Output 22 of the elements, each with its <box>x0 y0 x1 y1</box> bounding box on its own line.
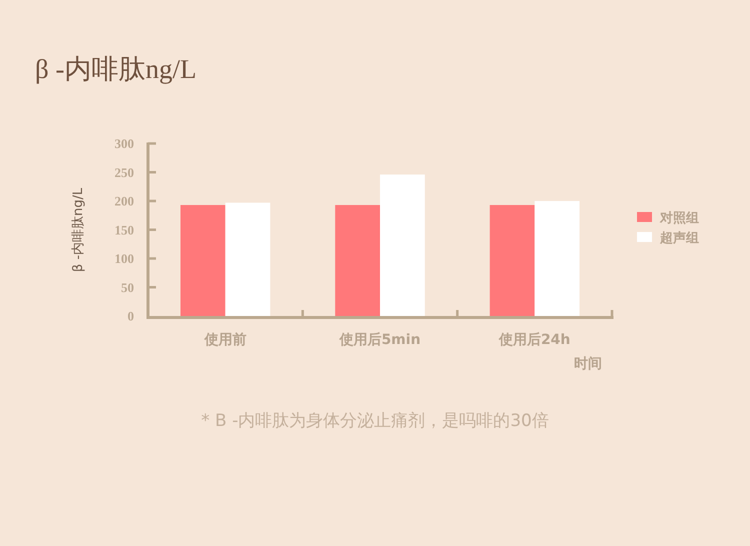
bar <box>225 202 270 316</box>
chart-title: β -内啡肽ng/L <box>35 54 196 84</box>
bar <box>380 174 425 316</box>
x-tick-label: 使用前 <box>203 332 246 348</box>
y-tick-label: 250 <box>114 164 134 180</box>
y-tick-label: 300 <box>114 136 134 151</box>
text: * B -内啡肽为身体分泌止痛剂，是吗啡的30倍 <box>201 411 549 431</box>
x-axis-title: 时间 <box>574 356 602 372</box>
legend-label: 对照组 <box>659 211 699 226</box>
bar <box>490 205 535 316</box>
bar <box>534 201 580 316</box>
bar <box>180 205 226 316</box>
bar <box>335 205 380 316</box>
y-axis-title: β -内啡肽ng/L <box>71 187 86 272</box>
y-tick-label: 0 <box>128 308 134 324</box>
legend-label: 超声组 <box>659 231 699 246</box>
y-tick-label: 100 <box>114 251 134 266</box>
x-tick-label: 使用后5min <box>338 331 421 348</box>
x-tick-label: 使用后24h <box>498 331 570 348</box>
y-tick-label: 50 <box>121 280 134 295</box>
y-tick-label: 200 <box>114 194 134 208</box>
y-tick-label: 150 <box>114 222 134 238</box>
